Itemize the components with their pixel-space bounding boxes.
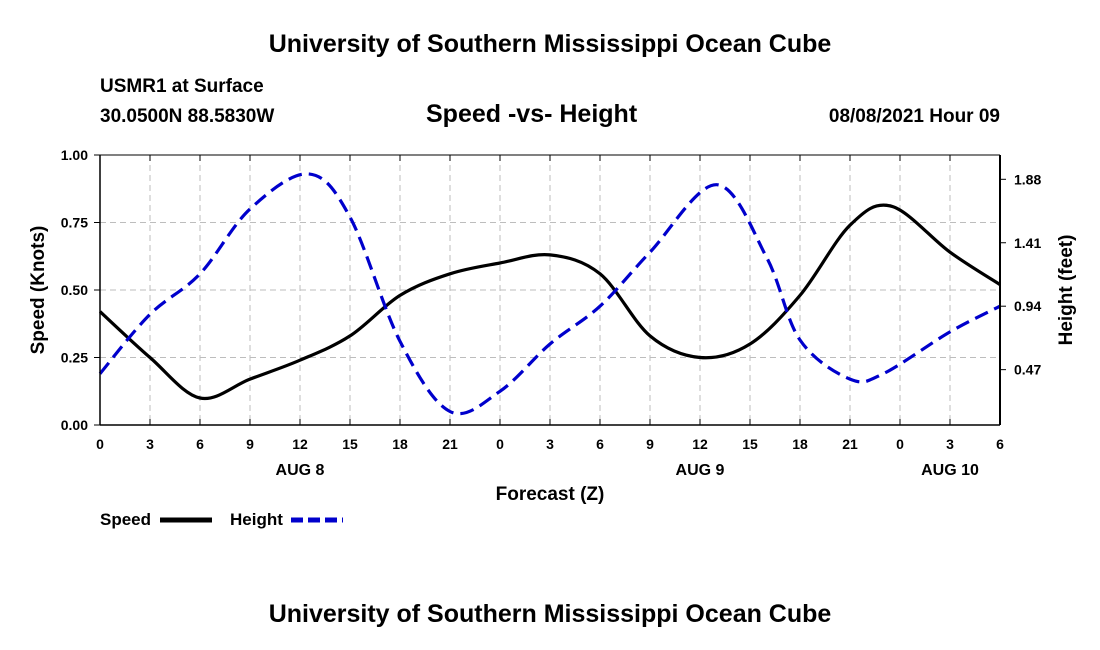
x-tick-label: 12: [692, 436, 708, 452]
y-tick-label: 0.50: [61, 282, 88, 298]
tick-labels: 0 3 6 9 12 15 18 21 0 3 6 9 12 15 18 21 0 3 6 AUG 8 AUG 9 AUG…: [61, 147, 1042, 479]
x-tick-label: 0: [896, 436, 904, 452]
forecast-datetime: 08/08/2021 Hour 09: [828, 106, 1000, 127]
x-tick-label: 18: [392, 436, 408, 452]
x-tick-label: 0: [96, 436, 104, 452]
x-tick-label: 15: [742, 436, 758, 452]
legend: Speed Height: [100, 510, 343, 529]
x-tick-label: 6: [596, 436, 604, 452]
station-coordinates: 30.0500N 88.5830W: [100, 106, 275, 127]
date-label: AUG 8: [276, 462, 325, 479]
y2-axis-label: Height (feet): [1056, 235, 1077, 346]
series-line-height: [98, 172, 1001, 416]
y2-tick-label: 0.94: [1014, 298, 1041, 314]
x-tick-label: 21: [442, 436, 458, 452]
y-axis-label: Speed (Knots): [28, 226, 49, 355]
y2-tick-label: 0.47: [1014, 362, 1041, 378]
x-tick-label: 0: [496, 436, 504, 452]
y2-tick-label: 1.88: [1014, 171, 1041, 187]
x-tick-label: 12: [292, 436, 308, 452]
x-tick-label: 21: [842, 436, 858, 452]
y-tick-label: 0.00: [61, 417, 88, 433]
y-tick-label: 0.75: [61, 215, 88, 231]
y-tick-label: 1.00: [61, 147, 88, 163]
y-tick-label: 0.25: [61, 350, 88, 366]
legend-speed-label: Speed: [100, 510, 151, 529]
legend-height-label: Height: [230, 510, 283, 529]
footer-title: University of Southern Mississippi Ocean…: [268, 600, 832, 628]
series-line-speed: [98, 203, 1001, 401]
x-tick-label: 6: [196, 436, 204, 452]
x-tick-label: 9: [246, 436, 254, 452]
station-name: USMR1 at Surface: [100, 76, 264, 97]
x-axis-label: Forecast (Z): [496, 484, 605, 505]
x-tick-label: 9: [646, 436, 654, 452]
x-tick-label: 3: [146, 436, 154, 452]
date-label: AUG 10: [921, 462, 979, 479]
chart-title: Speed -vs- Height: [426, 100, 638, 128]
x-tick-label: 6: [996, 436, 1004, 452]
series-lines: [98, 172, 1001, 416]
grid-lines: [100, 155, 1000, 425]
main-title: University of Southern Mississippi Ocean…: [268, 30, 832, 58]
x-tick-label: 15: [342, 436, 358, 452]
date-label: AUG 9: [676, 462, 725, 479]
y2-tick-label: 1.41: [1014, 235, 1041, 251]
x-tick-label: 18: [792, 436, 808, 452]
x-tick-label: 3: [946, 436, 954, 452]
axes: [94, 154, 1006, 426]
x-tick-label: 3: [546, 436, 554, 452]
